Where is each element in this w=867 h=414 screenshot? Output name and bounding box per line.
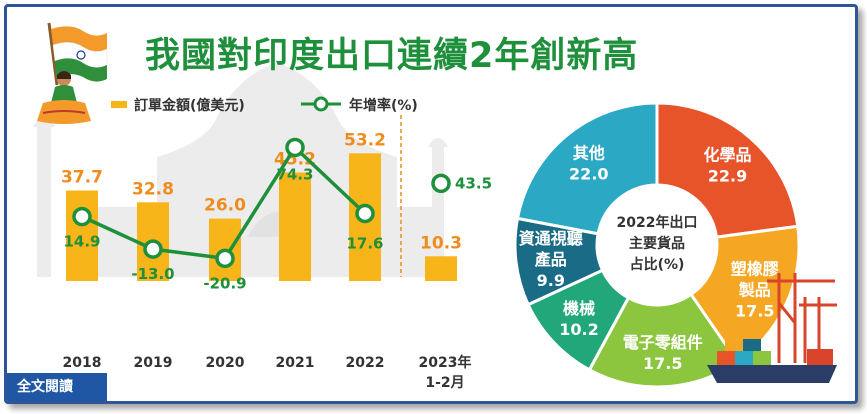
bar-value-label: 26.0 [204,196,246,216]
legend-bar-swatch [111,101,127,108]
pie-slice-value: 22.0 [569,165,608,184]
pie-slice-name: 機械 [563,299,595,318]
x-tick-label: 2020 [206,355,245,371]
growth-point-2021 [285,137,305,158]
bar-2021 [279,172,311,281]
pie-slice-value: 22.9 [708,167,747,186]
pie-slice-label: 電子零組件 17.5 [623,333,703,373]
pie-slice-value: 9.9 [537,271,565,290]
pie-slice-0 [655,101,800,239]
pie-slice-5 [515,101,659,236]
growth-value-label: 17.6 [346,234,383,252]
pie-slice-value: 17.5 [643,354,682,373]
full-text-button[interactable]: 全文閱讀 [7,373,107,401]
growth-point-2019 [143,239,163,259]
dancer-icon [37,71,91,124]
x-tick-label: 2021 [276,355,315,371]
pie-slice-name: 資通視聽 [519,229,583,248]
infographic-frame: 我國對印度出口連續2年創新高 訂單金額(億美元) 年增率(%) 37.7 32.8… [4,4,858,404]
pie-slice-2 [587,292,740,389]
growth-point-2023年 1-2月 [431,173,451,194]
x-tick-label: 2018 [63,355,102,371]
growth-point-2020 [215,248,235,269]
cargo-ship-icon [707,339,837,383]
growth-value-label: -13.0 [131,265,174,283]
legend-line-swatch [301,96,341,112]
pie-slice-name: 化學品 [704,146,752,165]
growth-value-label: -20.9 [203,274,246,292]
growth-value-label: 74.3 [276,165,313,183]
x-tick-label: 2019 [134,355,173,371]
growth-point-2022 [355,203,375,224]
chart-canvas: 37.732.826.045.253.210.314.9-13.0-20.974… [61,101,801,391]
bar-value-label: 32.8 [132,179,174,199]
bar-value-label: 10.3 [420,233,462,253]
x-tick-label: 2023年 [419,354,472,371]
pie-slice-label: 化學品 22.9 [704,146,752,186]
pie-center-title: 占比(%) [630,256,685,273]
pie-slice-label: 機械 10.2 [559,299,598,339]
pie-slice-label: 其他 22.0 [569,144,608,184]
page-title: 我國對印度出口連續2年創新高 [145,36,639,76]
growth-point-2018 [72,206,92,227]
bar-value-label: 53.2 [344,130,386,150]
pie-slice-name: 塑橡膠 [731,259,779,278]
legend-bar-label: 訂單金額(億美元) [134,98,245,114]
pie-slice-value: 17.5 [735,301,774,320]
pie-slice-name: 其他 [573,144,605,163]
growth-value-label: 14.9 [63,233,100,251]
x-tick-label: 2022 [346,355,385,371]
bar-2018 [66,190,98,281]
pie-slice-name: 產品 [535,250,567,269]
bar-2023年 1-2月 [425,256,457,281]
pie-center-hole [599,187,715,303]
legend-line-label: 年增率(%) [349,98,418,114]
pie-slice-value: 10.2 [559,320,598,339]
growth-value-label: 43.5 [455,174,492,192]
x-tick-label: 1-2月 [425,375,464,391]
port-cranes-icon [707,273,837,383]
pie-slice-name: 製品 [738,280,771,299]
india-flag-icon [47,22,108,86]
bar-value-label: 37.7 [61,168,103,188]
pie-center-title: 2022年出口 [617,214,698,231]
pie-center-title: 主要貨品 [629,235,685,252]
pie-slice-name: 電子零組件 [623,333,703,352]
